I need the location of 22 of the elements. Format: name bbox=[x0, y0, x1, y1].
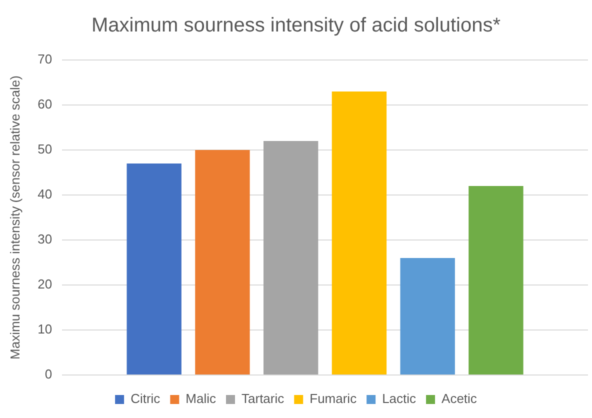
y-tick-label: 70 bbox=[38, 52, 52, 67]
bar bbox=[263, 141, 318, 374]
y-axis-title: Maximu sourness intensity (sensor relative scale) bbox=[7, 76, 22, 360]
legend-label: Lactic bbox=[382, 391, 417, 406]
bar bbox=[126, 164, 182, 374]
chart-title: Maximum sourness intensity of acid solutions* bbox=[91, 14, 501, 37]
bar bbox=[332, 92, 387, 374]
y-tick-label: 0 bbox=[44, 366, 52, 382]
bar bbox=[400, 258, 455, 374]
y-tick-label: 60 bbox=[38, 96, 52, 112]
bar bbox=[195, 150, 250, 374]
y-tick-label: 10 bbox=[38, 322, 52, 337]
y-tick-label: 40 bbox=[38, 186, 52, 202]
y-tick-label: 20 bbox=[38, 276, 52, 292]
legend-label: Acetic bbox=[442, 391, 478, 406]
bar bbox=[468, 186, 524, 374]
legend-label: Fumaric bbox=[310, 391, 358, 406]
y-tick-label: 50 bbox=[38, 142, 52, 157]
legend-label: Malic bbox=[186, 391, 217, 406]
legend-label: Tartaric bbox=[242, 391, 285, 406]
legend-label: Citric bbox=[130, 391, 161, 406]
y-tick-label: 30 bbox=[38, 232, 52, 247]
